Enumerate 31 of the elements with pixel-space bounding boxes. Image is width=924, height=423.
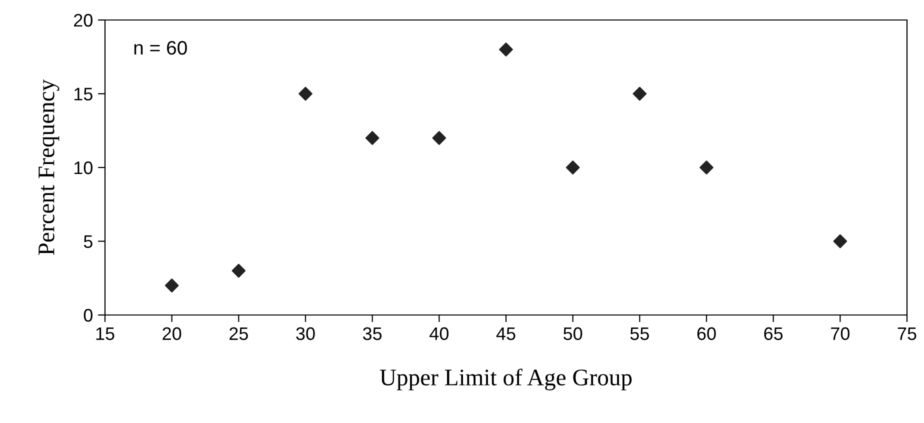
point — [566, 160, 580, 174]
x-tick-label: 20 — [162, 327, 182, 340]
x-tick-label: 60 — [697, 327, 716, 340]
x-tick-label: 25 — [230, 327, 248, 340]
point — [432, 131, 446, 145]
point — [298, 86, 312, 101]
x-axis-title: Upper Limit of Age Group — [380, 368, 632, 390]
x-tick-label: 55 — [630, 327, 649, 340]
y-tick-label: 10 — [74, 161, 92, 174]
y-tick-label: 0 — [84, 308, 92, 322]
x-tick-label: 30 — [296, 327, 315, 340]
y-tick-label: 20 — [74, 14, 92, 27]
y-axis-title: Percent Frequency — [38, 79, 60, 255]
x-tick-label: 40 — [430, 327, 449, 340]
annotation: n = 60 — [134, 40, 187, 55]
point — [499, 42, 513, 56]
x-tick-label: 35 — [362, 327, 382, 340]
y-tick-label: 5 — [84, 235, 92, 248]
x-tick-label: 50 — [564, 327, 582, 340]
point — [833, 234, 848, 248]
y-tick-label: 15 — [74, 88, 92, 100]
x-tick-label: 45 — [496, 327, 516, 340]
x-tick-label: 75 — [898, 327, 916, 340]
x-tick-label: 65 — [764, 327, 783, 340]
point — [632, 86, 647, 101]
point — [365, 131, 380, 145]
x-tick-label: 70 — [831, 327, 850, 340]
point — [700, 160, 714, 174]
point — [164, 278, 179, 292]
point — [232, 264, 246, 278]
x-tick-label: 15 — [96, 327, 114, 340]
